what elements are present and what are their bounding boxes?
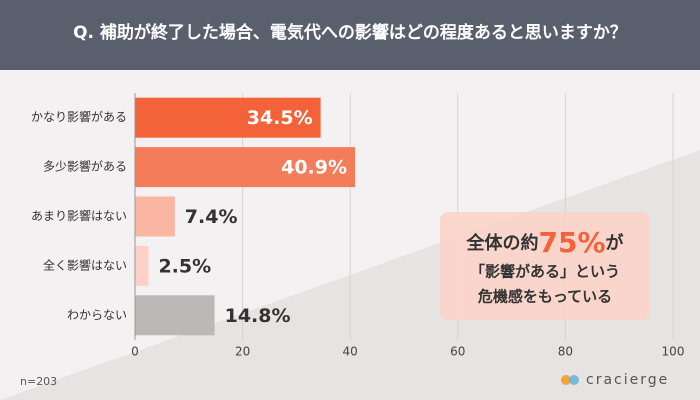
value-label: 7.4%	[185, 206, 238, 228]
x-tick-label: 0	[131, 345, 139, 359]
value-label: 14.8%	[225, 305, 291, 327]
note: n=203	[20, 375, 57, 388]
header	[0, 0, 700, 70]
y-tick-label: あまり影響はない	[31, 208, 127, 223]
brand: cracierge	[586, 372, 669, 388]
bar	[135, 245, 149, 286]
annotation-text: が	[606, 232, 624, 254]
bar	[135, 97, 321, 138]
annotation-highlight: 75%	[538, 226, 605, 259]
bar	[135, 196, 175, 237]
bar	[135, 295, 215, 336]
annotation-line: 全体の約75%が	[465, 226, 623, 259]
logo-icon	[569, 375, 579, 385]
x-tick-label: 20	[235, 345, 250, 359]
chart-title: Q. 補助が終了した場合、電気代への影響はどの程度あると思いますか？	[73, 22, 627, 43]
plot: 0 20 40 60 80 100 かなり影響がある 34.5% 多少影響がある 40.9% あまり…	[31, 93, 684, 359]
y-tick-label: 全く影響はない	[43, 257, 127, 272]
value-label: 40.9%	[281, 157, 347, 179]
x-tick-label: 40	[343, 345, 358, 359]
value-label: 2.5%	[158, 255, 211, 277]
annotation-text: 危機感をもっている	[478, 288, 612, 306]
y-tick-label: かなり影響がある	[31, 109, 127, 124]
x-tick-label: 100	[662, 345, 685, 359]
annotation-box	[440, 212, 650, 320]
logo-icon	[561, 375, 571, 385]
annotation-text: 「影響がある」という	[470, 263, 620, 281]
bar	[135, 147, 356, 188]
annotation-text: 全体の約	[465, 232, 538, 254]
y-tick-label: わからない	[67, 308, 127, 322]
x-tick-label: 80	[558, 345, 573, 359]
x-tick-label: 60	[450, 345, 465, 359]
value-label: 34.5%	[247, 107, 313, 129]
y-tick-label: 多少影響がある	[43, 159, 127, 174]
